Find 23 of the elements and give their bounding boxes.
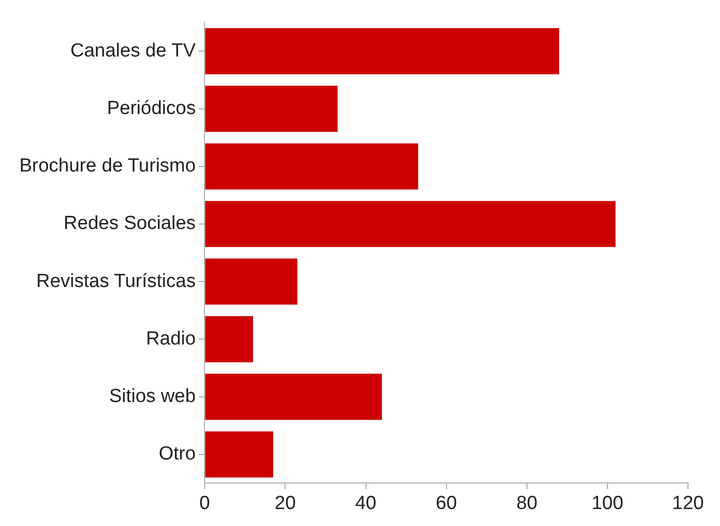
y-tick-label: Periódicos: [106, 98, 196, 120]
y-tick-label: Redes Sociales: [64, 213, 196, 234]
bar: [205, 200, 616, 248]
y-tick-label: Revistas Turísticas: [36, 270, 196, 292]
x-tick-label: 120: [672, 492, 704, 514]
x-tick-label: 0: [199, 492, 210, 514]
bar: [205, 431, 274, 478]
bar: [205, 316, 254, 362]
y-tick-label: Brochure de Turismo: [19, 156, 196, 177]
x-tick-label: 20: [274, 492, 296, 514]
bar: [205, 258, 298, 305]
y-tick-label: Sitios web: [109, 386, 196, 408]
x-tick-label: 40: [355, 492, 376, 514]
x-tick-label: 100: [592, 492, 624, 514]
bar: [205, 86, 338, 132]
y-tick-label: Canales de TV: [70, 40, 196, 62]
bar: [205, 143, 418, 190]
y-tick-label: Radio: [146, 328, 196, 350]
y-tick-label: Otro: [158, 444, 196, 465]
x-tick-label: 60: [436, 492, 457, 514]
bar: [205, 28, 560, 74]
x-tick-label: 80: [516, 492, 538, 514]
bar: [205, 374, 382, 420]
